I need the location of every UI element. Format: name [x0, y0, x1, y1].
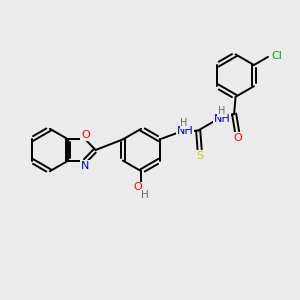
Text: NH: NH: [176, 126, 193, 136]
Text: O: O: [81, 130, 90, 140]
Text: S: S: [196, 151, 203, 160]
Text: N: N: [81, 161, 89, 171]
Text: H: H: [141, 190, 148, 200]
Text: Cl: Cl: [272, 51, 282, 61]
Text: H: H: [218, 106, 225, 116]
Text: O: O: [133, 182, 142, 192]
Text: O: O: [234, 133, 242, 143]
Text: H: H: [180, 118, 188, 128]
Text: NH: NH: [214, 115, 230, 124]
